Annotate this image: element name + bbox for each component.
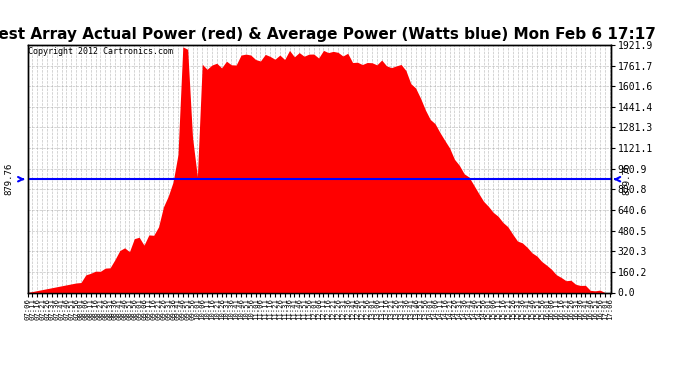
Text: 879.76: 879.76 xyxy=(622,163,631,195)
Title: West Array Actual Power (red) & Average Power (Watts blue) Mon Feb 6 17:17: West Array Actual Power (red) & Average … xyxy=(0,27,656,42)
Text: 879.76: 879.76 xyxy=(4,163,13,195)
Text: Copyright 2012 Cartronics.com: Copyright 2012 Cartronics.com xyxy=(28,48,173,57)
